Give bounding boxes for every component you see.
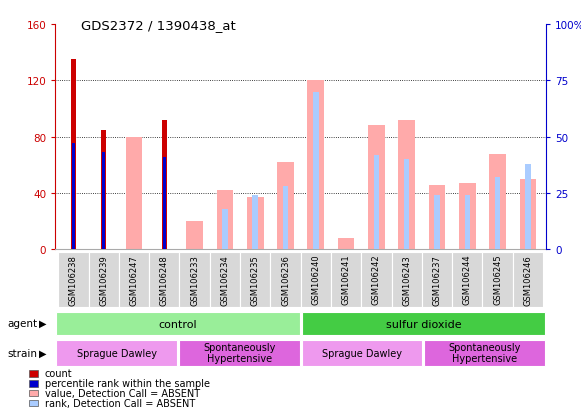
Bar — [465, 196, 470, 250]
Bar — [187, 222, 203, 250]
Bar — [253, 196, 258, 250]
Text: GSM106234: GSM106234 — [220, 254, 229, 305]
Bar — [88, 252, 119, 308]
Bar — [71, 60, 76, 250]
Text: GSM106248: GSM106248 — [160, 254, 169, 305]
Text: GSM106241: GSM106241 — [342, 254, 350, 305]
Bar — [28, 380, 38, 387]
Text: Sprague Dawley: Sprague Dawley — [322, 348, 402, 358]
Bar — [452, 252, 482, 308]
Bar — [119, 252, 149, 308]
Bar — [424, 340, 545, 366]
Bar — [149, 252, 180, 308]
Text: Spontaneously
Hypertensive: Spontaneously Hypertensive — [449, 342, 521, 363]
Text: percentile rank within the sample: percentile rank within the sample — [45, 378, 210, 388]
Text: GSM106243: GSM106243 — [402, 254, 411, 305]
Text: GSM106244: GSM106244 — [463, 254, 472, 305]
Text: GSM106242: GSM106242 — [372, 254, 381, 305]
Bar — [331, 252, 361, 308]
Text: GSM106239: GSM106239 — [99, 254, 108, 305]
Bar — [102, 153, 105, 250]
Bar — [240, 252, 270, 308]
Text: value, Detection Call = ABSENT: value, Detection Call = ABSENT — [45, 388, 200, 398]
Bar — [277, 163, 294, 250]
Bar — [72, 144, 75, 250]
Text: ▶: ▶ — [39, 348, 46, 358]
Bar — [519, 180, 536, 250]
Bar — [247, 198, 264, 250]
Bar — [513, 252, 543, 308]
Text: GSM106247: GSM106247 — [130, 254, 138, 305]
Bar — [313, 93, 318, 250]
Text: sulfur dioxide: sulfur dioxide — [386, 319, 461, 329]
Bar — [482, 252, 513, 308]
Bar — [210, 252, 240, 308]
Bar — [338, 239, 354, 250]
Bar — [399, 121, 415, 250]
Bar — [495, 178, 500, 250]
Text: GSM106246: GSM106246 — [523, 254, 532, 305]
Bar — [28, 390, 38, 396]
Bar — [374, 155, 379, 250]
Bar — [28, 370, 38, 377]
Bar — [283, 187, 288, 250]
Bar — [301, 252, 331, 308]
Bar — [162, 121, 167, 250]
Bar — [217, 191, 233, 250]
Text: GSM106235: GSM106235 — [251, 254, 260, 305]
Text: control: control — [159, 319, 197, 329]
Bar — [435, 196, 440, 250]
Bar — [56, 340, 177, 366]
Bar — [429, 185, 446, 250]
Bar — [404, 160, 410, 250]
Text: agent: agent — [8, 318, 38, 328]
Text: rank, Detection Call = ABSENT: rank, Detection Call = ABSENT — [45, 398, 195, 408]
Bar — [56, 312, 300, 336]
Text: ▶: ▶ — [39, 318, 46, 328]
Text: strain: strain — [8, 348, 38, 358]
Bar — [270, 252, 301, 308]
Bar — [489, 154, 506, 250]
Bar — [368, 126, 385, 250]
Text: GDS2372 / 1390438_at: GDS2372 / 1390438_at — [81, 19, 236, 31]
Bar — [58, 252, 88, 308]
Bar — [392, 252, 422, 308]
Text: Spontaneously
Hypertensive: Spontaneously Hypertensive — [203, 342, 275, 363]
Bar — [179, 340, 300, 366]
Bar — [180, 252, 210, 308]
Bar — [525, 164, 530, 250]
Text: GSM106236: GSM106236 — [281, 254, 290, 305]
Bar — [459, 184, 476, 250]
Bar — [361, 252, 392, 308]
Text: GSM106245: GSM106245 — [493, 254, 502, 305]
Bar — [307, 81, 324, 250]
Bar — [302, 340, 422, 366]
Bar — [101, 130, 106, 250]
Bar — [28, 400, 38, 406]
Text: Sprague Dawley: Sprague Dawley — [77, 348, 156, 358]
Text: GSM106240: GSM106240 — [311, 254, 320, 305]
Text: GSM106233: GSM106233 — [190, 254, 199, 305]
Text: GSM106238: GSM106238 — [69, 254, 78, 305]
Text: count: count — [45, 368, 72, 378]
Bar — [422, 252, 452, 308]
Bar — [125, 138, 142, 250]
Bar — [222, 209, 228, 250]
Bar — [163, 158, 166, 250]
Text: GSM106237: GSM106237 — [432, 254, 442, 305]
Bar — [302, 312, 545, 336]
